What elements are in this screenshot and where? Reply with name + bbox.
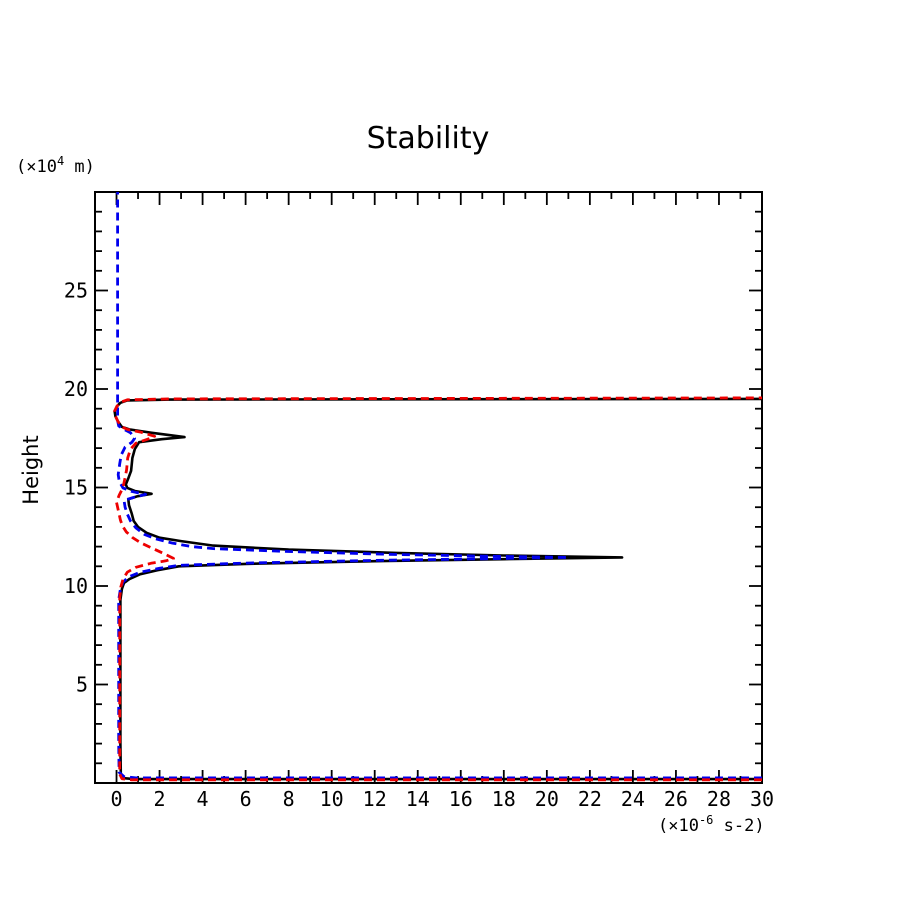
chart-title: Stability — [367, 121, 490, 156]
y-tick-label: 5 — [76, 673, 88, 697]
series-blue-dashed-line — [116, 192, 762, 780]
y-tick-label: 20 — [64, 377, 88, 401]
x-tick-label: 30 — [750, 787, 774, 811]
x-tick-label: 24 — [621, 787, 645, 811]
y-tick-label: 25 — [64, 279, 88, 303]
x-tick-label: 10 — [320, 787, 344, 811]
x-tick-label: 12 — [363, 787, 387, 811]
x-tick-label: 22 — [578, 787, 602, 811]
x-tick-label: 0 — [110, 787, 122, 811]
x-tick-label: 6 — [240, 787, 252, 811]
x-axis-units-label: (×10-6 s-2) — [658, 813, 765, 836]
x-units-prefix: (×10 — [658, 816, 699, 836]
x-units-exponent: -6 — [699, 813, 713, 827]
axis-ticks — [95, 192, 763, 783]
series-black-solid-line — [113, 397, 762, 781]
x-tick-label: 2 — [154, 787, 166, 811]
plot-frame — [94, 191, 763, 784]
y-axis-units-label: (×104 m) — [16, 154, 95, 177]
x-tick-label: 14 — [406, 787, 430, 811]
x-tick-label: 16 — [449, 787, 473, 811]
x-tick-label: 26 — [664, 787, 688, 811]
y-units-prefix: (×10 — [16, 157, 57, 177]
x-tick-label: 28 — [707, 787, 731, 811]
profile-curves — [113, 192, 762, 782]
y-tick-label: 15 — [64, 476, 88, 500]
y-units-exponent: 4 — [57, 154, 64, 168]
y-tick-label: 10 — [64, 574, 88, 598]
y-axis-title: Height — [19, 435, 43, 504]
x-tick-label: 4 — [197, 787, 209, 811]
series-red-dashed-line — [113, 396, 762, 782]
x-tick-label: 18 — [492, 787, 516, 811]
x-tick-label: 8 — [283, 787, 295, 811]
y-units-suffix: m) — [64, 157, 95, 177]
x-tick-label: 20 — [535, 787, 559, 811]
x-units-suffix: s-2) — [713, 816, 764, 836]
